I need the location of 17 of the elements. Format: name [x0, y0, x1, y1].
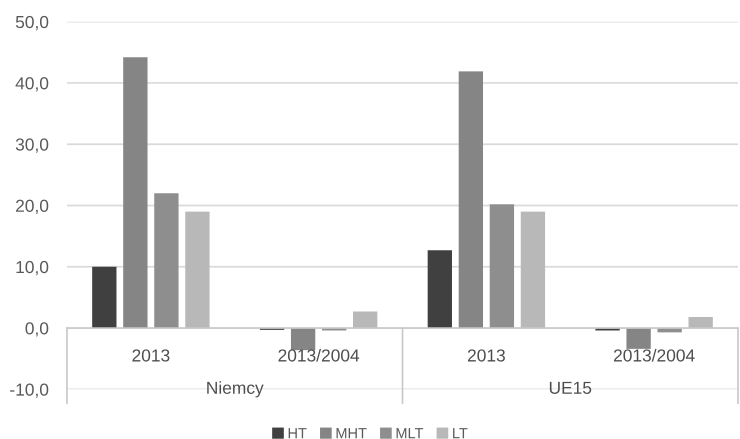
legend-label: LT	[453, 428, 468, 438]
y-tick-label: 50,0	[16, 16, 48, 30]
y-tick-label: 40,0	[16, 77, 48, 92]
y-tick-label: 10,0	[16, 260, 48, 276]
legend-label: MHT	[336, 428, 367, 438]
y-tick-label: 30,0	[16, 138, 48, 153]
y-tick-label: -10,0	[10, 383, 48, 398]
y-tick-label: 20,0	[16, 200, 48, 214]
x-tick-label: 2013	[468, 349, 505, 362]
legend-label: MLT	[396, 428, 424, 438]
x-tick-label: 2013/2004	[278, 348, 360, 362]
y-tick-label: 0,0	[25, 322, 48, 337]
annotation: UE15	[550, 382, 592, 394]
annotation: Niemcy	[207, 381, 264, 398]
x-tick-label: 2013/2004	[614, 348, 695, 362]
legend-label: HT	[288, 428, 307, 438]
x-tick-label: 2013	[132, 349, 170, 362]
